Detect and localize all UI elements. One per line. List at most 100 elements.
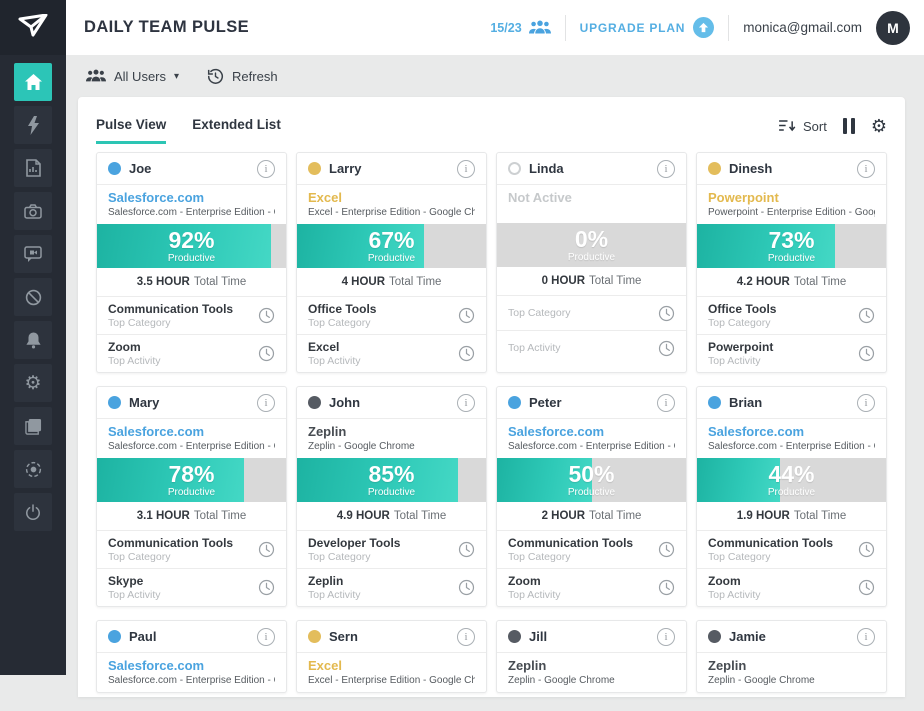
top-app-name[interactable]: Zeplin	[308, 424, 347, 439]
clock-icon[interactable]	[858, 307, 875, 324]
productivity-bar-fill	[297, 458, 458, 502]
top-app-section: Excel Excel - Enterprise Edition - Googl…	[297, 185, 486, 224]
logs-icon	[24, 418, 42, 435]
top-activity-row: Skype Top Activity	[97, 568, 286, 606]
main-panel: Pulse View Extended List Sort ⚙ Joe i Sa…	[78, 97, 905, 697]
clock-icon[interactable]	[458, 307, 475, 324]
user-filter-dropdown[interactable]: All Users ▾	[86, 69, 179, 84]
sidebar-item-logs[interactable]	[14, 407, 52, 445]
user-name: Joe	[129, 161, 152, 176]
info-icon[interactable]: i	[257, 627, 275, 646]
clock-icon[interactable]	[458, 345, 475, 362]
info-icon[interactable]: i	[857, 393, 875, 412]
sidebar-item-network[interactable]	[14, 450, 52, 488]
info-icon[interactable]: i	[657, 159, 675, 178]
tab-pulse-view[interactable]: Pulse View	[96, 117, 167, 144]
user-card[interactable]: Brian i Salesforce.com Salesforce.com - …	[696, 386, 887, 607]
top-app-detail: Salesforce.com - Enterprise Edition - Go…	[108, 441, 275, 452]
clock-icon[interactable]	[858, 579, 875, 596]
clock-icon[interactable]	[658, 305, 675, 322]
info-icon[interactable]: i	[857, 627, 875, 646]
productivity-bar-fill	[297, 224, 424, 268]
top-app-name[interactable]: Excel	[308, 190, 342, 205]
sidebar-item-power[interactable]	[14, 493, 52, 531]
info-icon[interactable]: i	[857, 159, 875, 178]
brand-logo[interactable]	[0, 0, 66, 55]
sidebar-item-home[interactable]	[14, 63, 52, 101]
user-name: Brian	[729, 395, 763, 410]
top-category-row: Communication Tools Top Category	[97, 530, 286, 568]
top-app-detail: Zeplin - Google Chrome	[708, 675, 815, 686]
clock-icon[interactable]	[258, 345, 275, 362]
avatar[interactable]: M	[876, 10, 910, 45]
clock-icon[interactable]	[858, 541, 875, 558]
top-app-name[interactable]: Salesforce.com	[708, 424, 805, 439]
clock-icon[interactable]	[458, 579, 475, 596]
top-category-value: Developer Tools	[308, 536, 401, 550]
sidebar-item-settings[interactable]: ⚙	[14, 364, 52, 402]
upgrade-plan-button[interactable]: UPGRADE PLAN	[580, 17, 715, 38]
clock-icon[interactable]	[658, 541, 675, 558]
user-card[interactable]: Paul i Salesforce.com Salesforce.com - E…	[96, 620, 287, 693]
tab-extended-list[interactable]: Extended List	[192, 117, 281, 132]
sort-button[interactable]: Sort	[778, 119, 827, 134]
usage-count: 15/23	[490, 20, 522, 35]
sidebar-item-screenshots[interactable]	[14, 192, 52, 230]
user-card[interactable]: Mary i Salesforce.com Salesforce.com - E…	[96, 386, 287, 607]
sidebar-item-flash[interactable]	[14, 106, 52, 144]
info-icon[interactable]: i	[457, 393, 475, 412]
top-app-name[interactable]: Salesforce.com	[108, 190, 205, 205]
user-card[interactable]: Joe i Salesforce.com Salesforce.com - En…	[96, 152, 287, 373]
sidebar-item-blocking[interactable]	[14, 278, 52, 316]
user-card[interactable]: Dinesh i Powerpoint Powerpoint - Enterpr…	[696, 152, 887, 373]
account-email[interactable]: monica@gmail.com	[743, 20, 862, 35]
user-card[interactable]: Larry i Excel Excel - Enterprise Edition…	[296, 152, 487, 373]
user-card-header: Jamie i	[697, 621, 886, 653]
info-icon[interactable]: i	[257, 159, 275, 178]
top-category-label: Top Category	[108, 551, 171, 563]
user-status-dot	[508, 396, 521, 409]
user-card[interactable]: Sern i Excel Excel - Enterprise Edition …	[296, 620, 487, 693]
info-icon[interactable]: i	[457, 159, 475, 178]
license-usage[interactable]: 15/23	[490, 20, 551, 35]
top-app-name[interactable]: Powerpoint	[708, 190, 779, 205]
pause-icon[interactable]	[842, 118, 855, 134]
total-time: 3.5 HOUR Total Time	[97, 268, 286, 296]
info-icon[interactable]: i	[657, 627, 675, 646]
sidebar-item-reports[interactable]	[14, 149, 52, 187]
top-app-name[interactable]: Salesforce.com	[108, 424, 205, 439]
info-icon[interactable]: i	[257, 393, 275, 412]
sidebar-item-alarms[interactable]	[14, 321, 52, 359]
header-divider	[728, 14, 730, 41]
page-title: DAILY TEAM PULSE	[84, 18, 250, 36]
top-category-row: Communication Tools Top Category	[497, 530, 686, 568]
user-card[interactable]: Jamie i Zeplin Zeplin - Google Chrome	[696, 620, 887, 693]
top-app-name[interactable]: Zeplin	[708, 658, 747, 673]
info-icon[interactable]: i	[657, 393, 675, 412]
top-app-name[interactable]: Not Active	[508, 190, 572, 205]
info-icon[interactable]: i	[457, 627, 475, 646]
clock-icon[interactable]	[258, 579, 275, 596]
clock-icon[interactable]	[858, 345, 875, 362]
user-card[interactable]: Jill i Zeplin Zeplin - Google Chrome	[496, 620, 687, 693]
top-app-name[interactable]: Salesforce.com	[108, 658, 205, 673]
refresh-button[interactable]: Refresh	[207, 68, 278, 85]
top-app-name[interactable]: Zeplin	[508, 658, 547, 673]
block-icon	[25, 289, 42, 306]
clock-icon[interactable]	[658, 579, 675, 596]
clock-icon[interactable]	[258, 541, 275, 558]
top-app-section: Zeplin Zeplin - Google Chrome	[697, 653, 886, 692]
top-app-name[interactable]: Salesforce.com	[508, 424, 605, 439]
user-card[interactable]: Linda i Not Active 0% Productive 0 HOUR …	[496, 152, 687, 373]
top-app-name[interactable]: Excel	[308, 658, 342, 673]
productivity-bar-fill	[697, 224, 835, 268]
total-time-suffix: Total Time	[193, 510, 247, 522]
user-card[interactable]: John i Zeplin Zeplin - Google Chrome 85%…	[296, 386, 487, 607]
sidebar-item-video-chat[interactable]	[14, 235, 52, 273]
gear-icon[interactable]: ⚙	[870, 116, 887, 136]
clock-icon[interactable]	[258, 307, 275, 324]
clock-icon[interactable]	[458, 541, 475, 558]
top-app-section: Salesforce.com Salesforce.com - Enterpri…	[697, 419, 886, 458]
user-card[interactable]: Peter i Salesforce.com Salesforce.com - …	[496, 386, 687, 607]
clock-icon[interactable]	[658, 340, 675, 357]
